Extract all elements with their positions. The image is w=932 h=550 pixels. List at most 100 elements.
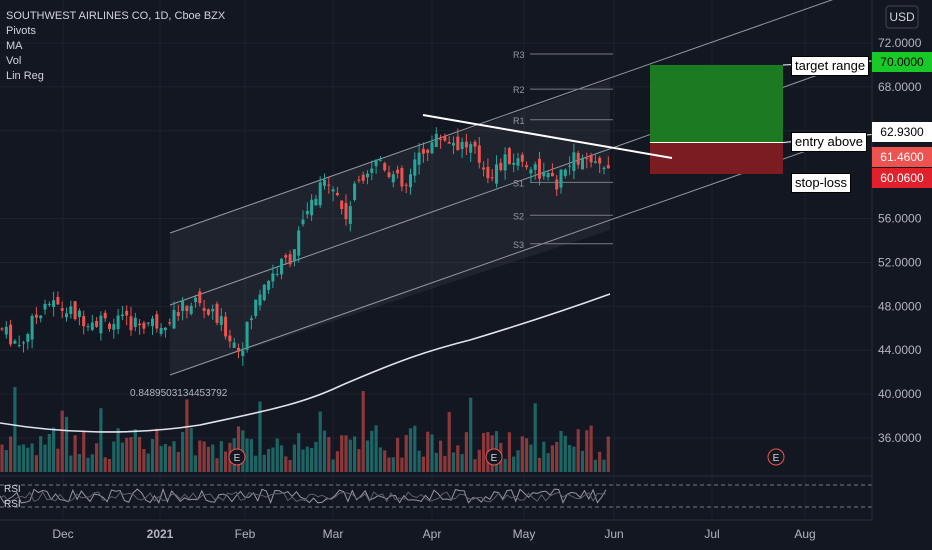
candle-body-111: [477, 145, 481, 163]
volume-bar-86: [370, 430, 374, 472]
candle-body-59: [254, 299, 258, 316]
legend-pivots[interactable]: Pivots: [6, 25, 36, 37]
candle-body-98: [421, 148, 425, 154]
entry-price-tag: 62.9300: [872, 122, 932, 142]
candle-body-12: [52, 300, 56, 307]
volume-bar-138: [593, 459, 597, 472]
candle-body-13: [56, 296, 60, 305]
volume-bar-75: [322, 430, 327, 472]
candle-body-83: [357, 179, 361, 181]
candle-body-103: [443, 136, 447, 141]
stop-loss-note[interactable]: stop-loss: [791, 173, 852, 193]
volume-bar-14: [60, 410, 64, 472]
pivot-label-3: S1: [513, 178, 524, 188]
volume-bar-87: [374, 425, 378, 472]
pivot-label-0: R3: [513, 50, 525, 60]
legend-vol[interactable]: Vol: [6, 55, 22, 67]
candle-body-11: [47, 303, 51, 305]
volume-bar-141: [606, 436, 610, 472]
candle-body-121: [520, 154, 524, 162]
candlesticks: [0, 127, 610, 366]
volume-bar-17: [73, 435, 77, 472]
price-axis-panel: [872, 0, 932, 550]
volume-bar-137: [589, 425, 593, 472]
candle-body-72: [310, 199, 314, 216]
volume-bar-132: [568, 444, 572, 472]
volume-bar-93: [400, 457, 404, 472]
candle-body-88: [378, 159, 382, 161]
volume-bar-37: [159, 445, 163, 472]
y-tick-7: 40.0000: [878, 387, 922, 401]
candle-body-3: [13, 340, 17, 344]
volume-bar-95: [408, 428, 413, 472]
volume-bar-57: [245, 438, 249, 472]
candle-body-22: [95, 320, 99, 327]
candle-body-108: [464, 141, 468, 148]
volume-bar-21: [90, 454, 94, 472]
volume-bar-33: [142, 448, 146, 472]
candle-body-124: [533, 164, 537, 170]
volume-bar-99: [426, 431, 430, 472]
candle-body-25: [108, 323, 111, 329]
volume-bar-121: [520, 436, 524, 472]
currency-label: USD: [889, 10, 915, 24]
candle-body-17: [73, 301, 77, 320]
volume-bar-139: [598, 451, 602, 472]
candle-body-68: [292, 249, 296, 262]
volume-bar-124: [533, 403, 537, 472]
candle-body-57: [245, 321, 249, 350]
volume-bar-123: [529, 444, 533, 472]
x-tick-4: Apr: [423, 527, 442, 541]
volume-bar-61: [262, 454, 266, 472]
pivot-label-5: S3: [513, 240, 524, 250]
volume-bar-78: [335, 451, 339, 472]
candle-body-114: [490, 177, 494, 179]
volume-bar-6: [26, 447, 30, 472]
volume-bar-8: [34, 455, 38, 472]
legend-linreg[interactable]: Lin Reg: [6, 70, 44, 82]
volume-bar-107: [460, 454, 464, 472]
candle-body-130: [559, 169, 563, 188]
volume-bar-83: [357, 449, 361, 472]
entry-above-note[interactable]: entry above: [791, 132, 867, 152]
volume-bar-20: [86, 457, 90, 472]
volume-bar-58: [249, 439, 253, 472]
candle-body-84: [361, 174, 365, 181]
volume-bar-96: [413, 425, 417, 472]
candle-body-66: [284, 255, 288, 258]
legend-ma[interactable]: MA: [6, 40, 23, 52]
volume-bar-105: [451, 452, 456, 472]
candle-body-67: [288, 254, 292, 265]
candle-body-81: [348, 206, 352, 224]
volume-bar-112: [482, 432, 486, 472]
candle-body-26: [112, 324, 116, 330]
channel-fill: [170, 80, 610, 375]
volume-bar-47: [202, 441, 206, 472]
ma-line: [0, 293, 611, 433]
candle-body-139: [598, 157, 602, 164]
candle-body-110: [473, 141, 477, 147]
rsi-line-2: [0, 491, 607, 503]
volume-bar-91: [391, 457, 395, 472]
candle-body-64: [275, 273, 279, 275]
candle-body-126: [542, 171, 546, 177]
stop-price-tag: 60.0600: [872, 168, 932, 188]
volume-bar-10: [43, 444, 47, 472]
volume-bar-26: [112, 441, 116, 472]
earnings-marker-2: [767, 448, 785, 466]
chart-legend: SOUTHWEST AIRLINES CO, 1D, Cboe BZX Pivo…: [6, 9, 225, 84]
target-range-note[interactable]: target range: [791, 56, 870, 76]
volume-bar-135: [580, 450, 585, 472]
candle-body-51: [219, 316, 223, 325]
candle-body-79: [340, 200, 344, 209]
volume-bar-4: [17, 445, 21, 472]
volume-bar-122: [525, 438, 529, 472]
candle-body-101: [434, 133, 438, 148]
candle-body-54: [232, 342, 236, 348]
volume-bar-24: [103, 457, 107, 472]
volume-bar-74: [318, 411, 322, 472]
risk-reward-zones: [650, 60, 873, 175]
candle-body-10: [43, 303, 47, 310]
